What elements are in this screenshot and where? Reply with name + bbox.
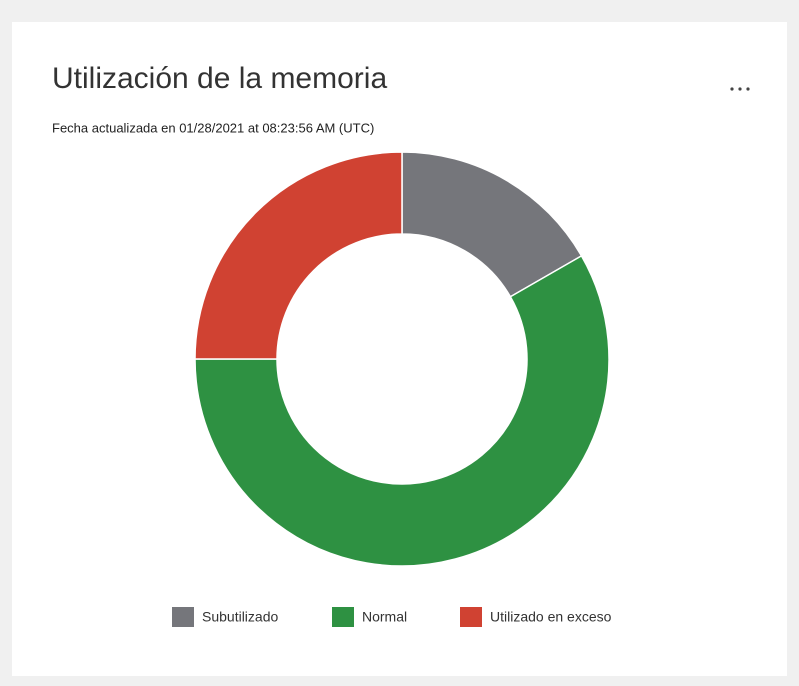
menu-dot bbox=[746, 87, 750, 91]
legend-swatch bbox=[460, 607, 482, 627]
card bbox=[12, 22, 787, 676]
menu-dot bbox=[730, 87, 734, 91]
chart-title: Utilización de la memoria bbox=[52, 62, 387, 95]
chart-subtitle: Fecha actualizada en 01/28/2021 at 08:23… bbox=[52, 120, 374, 135]
legend-label: Subutilizado bbox=[202, 609, 278, 625]
legend-label: Utilizado en exceso bbox=[490, 609, 612, 625]
menu-button[interactable] bbox=[730, 87, 750, 91]
legend-swatch bbox=[172, 607, 194, 627]
menu-dot bbox=[738, 87, 742, 91]
pie-slice bbox=[194, 254, 610, 567]
legend-label: Normal bbox=[362, 609, 407, 625]
legend-swatch bbox=[332, 607, 354, 627]
pie-slice bbox=[194, 151, 403, 360]
